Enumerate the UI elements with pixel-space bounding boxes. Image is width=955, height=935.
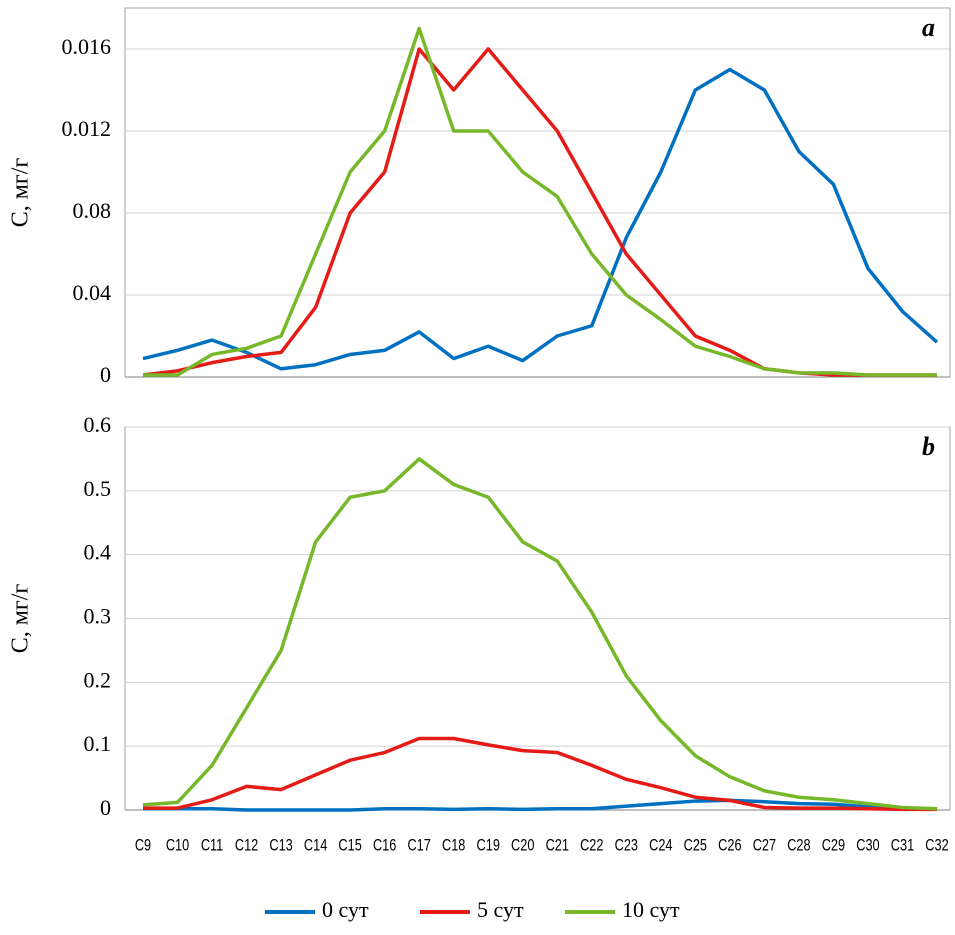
panel-label: a <box>922 13 935 42</box>
x-tick-label: C23 <box>615 837 638 855</box>
y-tick-label: 0.4 <box>84 540 112 565</box>
series-line <box>143 26 937 377</box>
x-tick-label: C20 <box>511 837 534 855</box>
x-tick-label: C26 <box>718 837 741 855</box>
x-tick-label: C12 <box>235 837 258 855</box>
x-tick-label: C11 <box>201 837 223 855</box>
x-tick-label: C9 <box>135 837 151 855</box>
x-tick-label: C18 <box>442 837 465 855</box>
x-tick-label: C21 <box>546 837 569 855</box>
legend-label: 0 сут <box>322 897 369 922</box>
x-tick-label: C28 <box>787 837 810 855</box>
x-tick-label: C31 <box>891 837 914 855</box>
x-tick-label: C10 <box>166 837 189 855</box>
legend-label: 5 сут <box>477 897 524 922</box>
y-tick-label: 0.012 <box>62 116 112 141</box>
x-tick-label: C19 <box>477 837 500 855</box>
y-tick-label: 0.5 <box>84 476 112 501</box>
series-line <box>142 47 937 377</box>
x-tick-label: C25 <box>684 837 707 855</box>
x-tick-label: C32 <box>925 837 948 855</box>
y-tick-label: 0.3 <box>84 604 112 629</box>
x-tick-label: C27 <box>753 837 776 855</box>
x-tick-label: C15 <box>338 837 361 855</box>
series-line <box>142 457 938 811</box>
y-axis-title: C, мг/г <box>8 584 34 654</box>
panel-label: b <box>922 432 935 461</box>
series-line <box>142 67 939 371</box>
y-tick-label: 0.08 <box>73 198 112 223</box>
x-tick-label: C14 <box>304 837 327 855</box>
y-axis-title: C, мг/г <box>8 158 34 228</box>
y-tick-label: 0 <box>100 795 111 820</box>
x-tick-label: C16 <box>373 837 396 855</box>
y-tick-label: 0.2 <box>84 667 112 692</box>
x-tick-label: C13 <box>269 837 292 855</box>
plot-frame <box>124 7 951 378</box>
series-line <box>143 798 938 812</box>
x-tick-label: C24 <box>649 837 672 855</box>
y-tick-label: 0.6 <box>84 412 112 437</box>
series-line <box>143 736 937 812</box>
y-tick-label: 0.016 <box>62 34 112 59</box>
x-tick-label: C22 <box>580 837 603 855</box>
legend-label: 10 сут <box>622 897 680 922</box>
y-tick-label: 0.04 <box>73 280 112 305</box>
y-tick-label: 0.1 <box>84 731 112 756</box>
y-tick-label: 0 <box>100 362 111 387</box>
x-tick-label: C29 <box>822 837 845 855</box>
x-tick-label: C17 <box>407 837 430 855</box>
x-tick-label: C30 <box>856 837 879 855</box>
